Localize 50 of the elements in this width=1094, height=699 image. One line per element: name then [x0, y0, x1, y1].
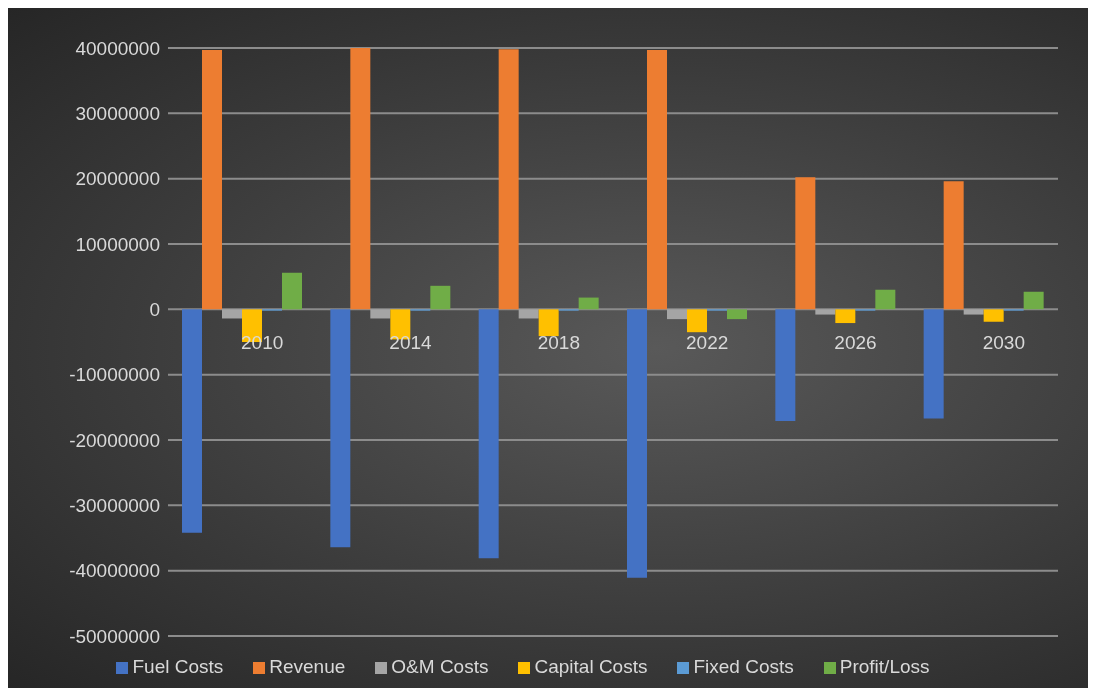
- bar: [578, 297, 599, 310]
- y-tick-label: 30000000: [75, 103, 160, 125]
- x-tick-label: 2030: [982, 332, 1025, 354]
- x-tick-label: 2010: [241, 332, 284, 354]
- bar: [1023, 291, 1044, 310]
- bar: [627, 309, 647, 578]
- bar: [795, 177, 816, 310]
- y-tick-label: -30000000: [69, 495, 160, 517]
- bar: [538, 309, 559, 337]
- legend-label: O&M Costs: [391, 656, 489, 677]
- bar: [202, 49, 222, 310]
- bar: [835, 309, 856, 324]
- legend-label: Revenue: [269, 656, 346, 677]
- y-tick-label: -10000000: [69, 364, 160, 386]
- legend-label: Profit/Loss: [839, 656, 930, 677]
- legend-label: Fuel Costs: [132, 656, 224, 677]
- bar: [350, 48, 371, 310]
- bar: [963, 309, 984, 315]
- y-tick-label: 10000000: [75, 233, 160, 255]
- bar: [518, 309, 539, 319]
- legend-label: Fixed Costs: [693, 656, 794, 677]
- bar: [667, 309, 687, 320]
- bar: [647, 49, 667, 310]
- bar: [282, 272, 302, 310]
- bar: [478, 309, 499, 559]
- x-tick-label: 2014: [389, 332, 433, 354]
- bar: [943, 181, 964, 310]
- bar: [815, 309, 836, 315]
- bar: [687, 309, 707, 333]
- y-tick-label: 0: [149, 299, 160, 321]
- y-tick-label: -50000000: [69, 625, 160, 647]
- bar: [222, 309, 242, 319]
- bar: [182, 309, 202, 533]
- bar: [923, 309, 944, 419]
- bar: [498, 49, 519, 310]
- x-tick-label: 2022: [686, 332, 729, 354]
- bar: [370, 309, 391, 319]
- y-tick-label: -40000000: [69, 560, 160, 582]
- bar: [983, 309, 1004, 322]
- y-tick-label: 40000000: [75, 37, 160, 59]
- x-tick-label: 2018: [537, 332, 580, 354]
- bar: [430, 285, 451, 310]
- x-tick-label: 2026: [834, 332, 877, 354]
- y-tick-label: -20000000: [69, 429, 160, 451]
- bar: [775, 309, 796, 422]
- bar: [875, 289, 896, 310]
- bar: [330, 309, 351, 548]
- legend-label: Capital Costs: [534, 656, 648, 677]
- y-tick-label: 20000000: [75, 168, 160, 190]
- bar: [727, 309, 747, 320]
